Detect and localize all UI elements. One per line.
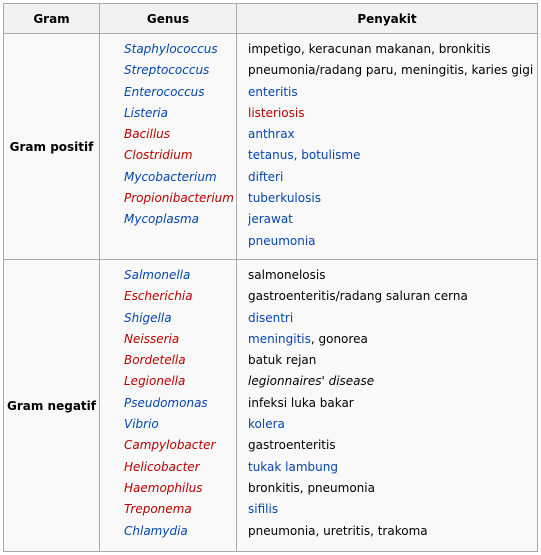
genus-link[interactable]: Haemophilus (124, 480, 203, 495)
disease-item: tuberkulosis (248, 188, 537, 209)
disease-link[interactable]: pneumonia (248, 233, 316, 248)
genus-link[interactable]: Listeria (124, 105, 168, 120)
disease-link[interactable]: enteritis (248, 84, 298, 99)
disease-item: sifilis (248, 499, 537, 520)
genus-link[interactable]: Bordetella (124, 353, 186, 368)
genus-link[interactable]: Propionibacterium (124, 191, 234, 206)
gram-type-label: Gram negatif (3, 259, 100, 552)
gram-type-label: Gram positif (3, 33, 100, 260)
genus-link[interactable]: Salmonella (124, 268, 191, 282)
disease-item: tetanus, botulisme (248, 145, 537, 166)
disease-list-cell: impetigo, keracunan makanan, bronkitis pn… (236, 33, 538, 260)
genus-link[interactable]: Pseudomonas (124, 395, 208, 410)
disease-text: pneumonia, uretritis, trakoma (248, 523, 428, 538)
disease-item: kolera (248, 414, 537, 435)
disease-text: gastroenteritis/radang saluran cerna (248, 289, 468, 304)
bacteria-disease-table: Gram Genus Penyakit Gram positif Staphyl… (3, 3, 538, 552)
genus-link[interactable]: Enterococcus (124, 84, 205, 99)
disease-item: listeriosis (248, 103, 537, 124)
disease-item: gastroenteritis/radang saluran cerna (248, 286, 537, 307)
genus-link[interactable]: Staphylococcus (124, 42, 218, 56)
disease-item: anthrax (248, 124, 537, 145)
header-row: Gram Genus Penyakit (3, 3, 538, 34)
disease-link[interactable]: disentri (248, 310, 294, 325)
disease-item: disentri (248, 308, 537, 329)
disease-link[interactable]: jerawat (248, 212, 293, 227)
disease-list: impetigo, keracunan makanan, bronkitis pn… (237, 39, 537, 252)
genus-list-cell: Staphylococcus Streptococcus Enterococcus L… (99, 33, 237, 260)
disease-item: gastroenteritis (248, 435, 537, 456)
disease-link[interactable]: tukak lambung (248, 459, 338, 474)
disease-item: jerawat (248, 209, 537, 230)
genus-link[interactable]: Neisseria (124, 331, 180, 346)
genus-link[interactable]: Campylobacter (124, 438, 216, 453)
disease-text: gastroenteritis (248, 438, 336, 453)
genus-link[interactable]: Escherichia (124, 289, 193, 304)
genus-link[interactable]: Streptococcus (124, 63, 210, 78)
disease-link[interactable]: difteri (248, 169, 284, 184)
genus-link[interactable]: Chlamydia (124, 523, 188, 538)
disease-item: impetigo, keracunan makanan, bronkitis (248, 39, 537, 60)
disease-text: infeksi luka bakar (248, 395, 354, 410)
disease-item: legionnaires' disease (248, 371, 537, 392)
header-gram: Gram (3, 3, 100, 34)
disease-link[interactable]: anthrax (248, 127, 295, 142)
disease-item: infeksi luka bakar (248, 393, 537, 414)
disease-item: pneumonia/radang paru, meningitis, karie… (248, 60, 537, 81)
header-genus: Genus (99, 3, 237, 34)
disease-text: salmonelosis (248, 268, 326, 282)
genus-link[interactable]: Shigella (124, 310, 172, 325)
disease-link[interactable]: sifilis (248, 502, 279, 517)
genus-link[interactable]: Legionella (124, 374, 186, 389)
disease-text: legionnaires' disease (248, 374, 375, 389)
disease-item: enteritis (248, 82, 537, 103)
disease-item: difteri (248, 167, 537, 188)
disease-list-cell: salmonelosis gastroenteritis/radang salur… (236, 259, 538, 552)
group-row-gram-positive: Gram positif Staphylococcus Streptococcus… (3, 33, 538, 260)
disease-text: , gonorea (310, 331, 368, 346)
genus-link[interactable]: Vibrio (124, 417, 159, 432)
disease-link[interactable]: tetanus, botulisme (248, 148, 361, 163)
header-disease: Penyakit (236, 3, 538, 34)
disease-item: pneumonia, uretritis, trakoma (248, 521, 537, 542)
genus-link[interactable]: Clostridium (124, 148, 193, 163)
genus-link[interactable]: Treponema (124, 502, 192, 517)
disease-link[interactable]: tuberkulosis (248, 191, 321, 206)
disease-link[interactable]: meningitis (248, 331, 311, 346)
genus-list-cell: Salmonella Escherichia Shigella Neisseria Bo… (99, 259, 237, 552)
disease-item: bronkitis, pneumonia (248, 478, 537, 499)
disease-text: batuk rejan (248, 353, 317, 368)
disease-item: batuk rejan (248, 350, 537, 371)
genus-link[interactable]: Mycobacterium (124, 169, 217, 184)
disease-text: pneumonia/radang paru, meningitis, karie… (248, 63, 534, 78)
genus-list: Salmonella Escherichia Shigella Neisseria Bo… (100, 265, 236, 542)
disease-item: meningitis, gonorea (248, 329, 537, 350)
disease-text: bronkitis, pneumonia (248, 480, 375, 495)
disease-item: tukak lambung (248, 457, 537, 478)
genus-list: Staphylococcus Streptococcus Enterococcus L… (100, 39, 236, 231)
disease-list: salmonelosis gastroenteritis/radang salur… (237, 265, 537, 542)
genus-link[interactable]: Helicobacter (124, 459, 200, 474)
disease-link[interactable]: kolera (248, 417, 285, 432)
group-row-gram-negative: Gram negatif Salmonella Escherichia Shigel… (3, 259, 538, 552)
disease-item: salmonelosis (248, 265, 537, 286)
disease-link[interactable]: listeriosis (248, 105, 305, 120)
genus-link[interactable]: Bacillus (124, 127, 171, 142)
disease-item: pneumonia (248, 231, 537, 252)
disease-text: impetigo, keracunan makanan, bronkitis (248, 42, 491, 56)
genus-link[interactable]: Mycoplasma (124, 212, 199, 227)
